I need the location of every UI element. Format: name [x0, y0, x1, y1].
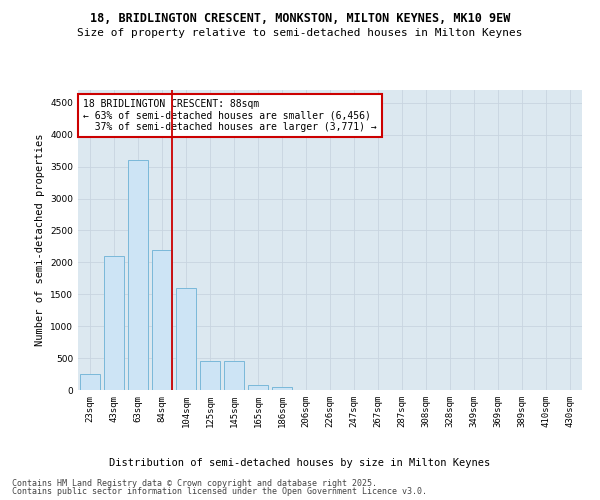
Bar — [272, 387, 292, 390]
Bar — [200, 362, 220, 390]
Bar — [104, 256, 124, 390]
Bar — [128, 160, 148, 390]
Text: Distribution of semi-detached houses by size in Milton Keynes: Distribution of semi-detached houses by … — [109, 458, 491, 468]
Text: Contains HM Land Registry data © Crown copyright and database right 2025.: Contains HM Land Registry data © Crown c… — [12, 478, 377, 488]
Bar — [176, 288, 196, 390]
Bar — [248, 385, 268, 390]
Text: 18 BRIDLINGTON CRESCENT: 88sqm
← 63% of semi-detached houses are smaller (6,456): 18 BRIDLINGTON CRESCENT: 88sqm ← 63% of … — [83, 99, 377, 132]
Text: 18, BRIDLINGTON CRESCENT, MONKSTON, MILTON KEYNES, MK10 9EW: 18, BRIDLINGTON CRESCENT, MONKSTON, MILT… — [90, 12, 510, 26]
Text: Size of property relative to semi-detached houses in Milton Keynes: Size of property relative to semi-detach… — [77, 28, 523, 38]
Y-axis label: Number of semi-detached properties: Number of semi-detached properties — [35, 134, 44, 346]
Bar — [152, 250, 172, 390]
Text: Contains public sector information licensed under the Open Government Licence v3: Contains public sector information licen… — [12, 487, 427, 496]
Bar — [224, 362, 244, 390]
Bar — [80, 374, 100, 390]
